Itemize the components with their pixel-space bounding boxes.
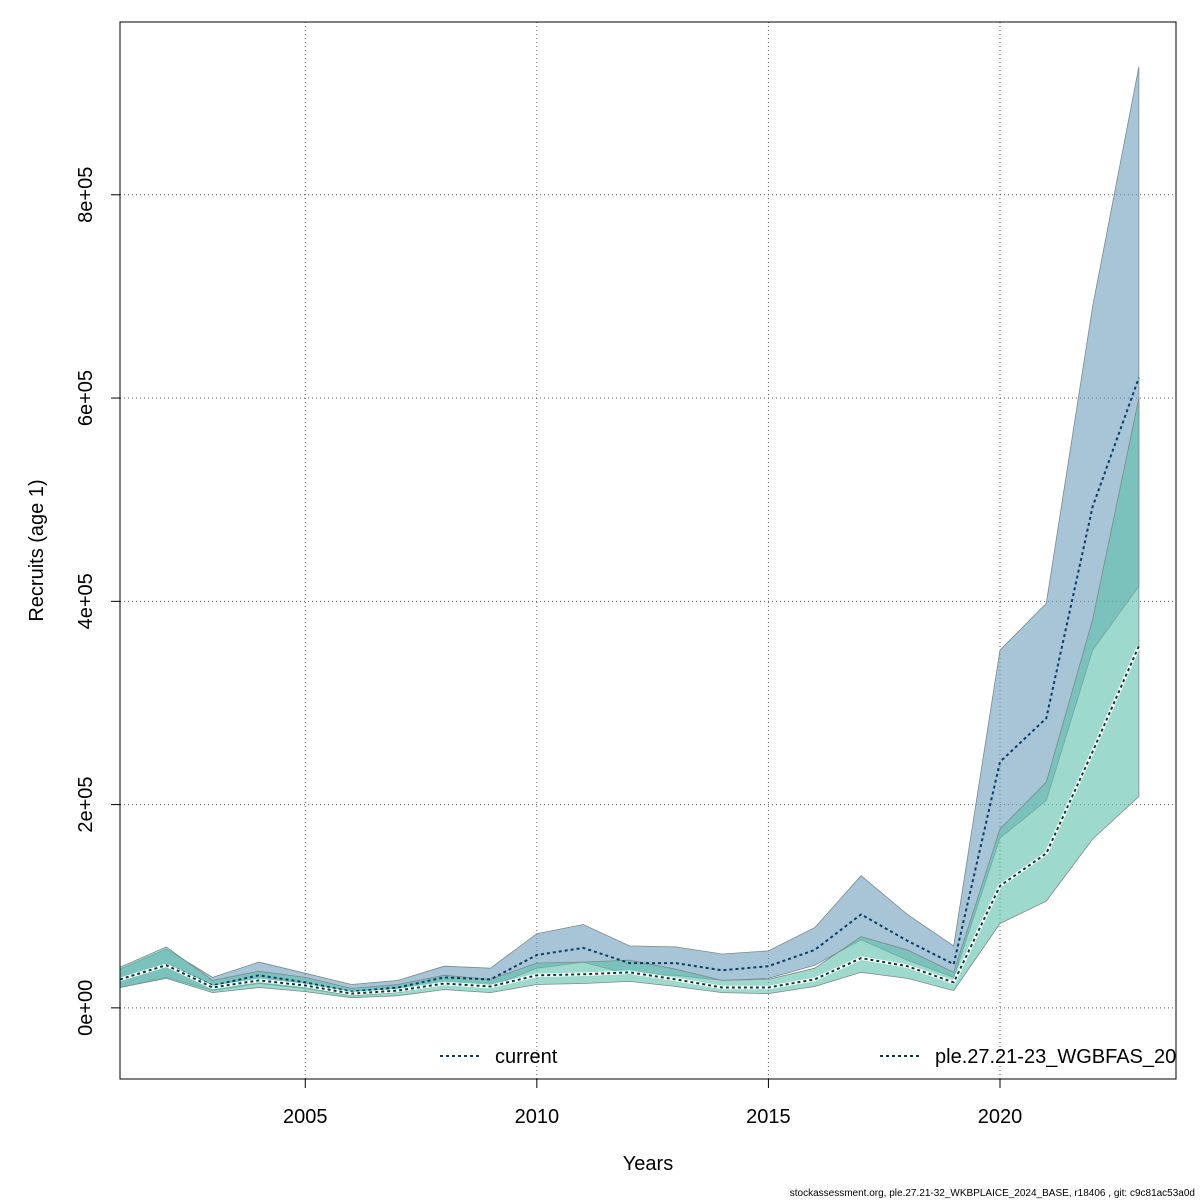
legend-label-ple-27-21-23: ple.27.21-23_WGBFAS_20 <box>935 1046 1176 1068</box>
series-line-0 <box>119 377 1140 993</box>
confidence-band-1 <box>119 397 1140 999</box>
legend: current ple.27.21-23_WGBFAS_20 <box>440 1046 1176 1068</box>
footer-credit: stockassessment.org, ple.27.21-32_WKBPLA… <box>790 1188 1195 1199</box>
confidence-bands <box>119 66 1140 999</box>
x-axis-title: Years <box>623 1153 673 1175</box>
x-tick-label-2020: 2020 <box>978 1106 1023 1128</box>
series-lines <box>119 377 1141 996</box>
x-axis: 2005 2010 2015 2020 <box>283 1079 1022 1128</box>
x-tick-label-2005: 2005 <box>283 1106 328 1128</box>
y-tick-label-4: 8e+05 <box>75 167 97 223</box>
grid-lines <box>120 22 1176 1079</box>
y-tick-label-2: 4e+05 <box>75 573 97 629</box>
series-line-1 <box>119 645 1140 995</box>
x-tick-label-2010: 2010 <box>515 1106 560 1128</box>
y-tick-label-0: 0e+00 <box>75 980 97 1036</box>
y-tick-label-1: 2e+05 <box>75 777 97 833</box>
legend-label-current: current <box>495 1046 558 1068</box>
confidence-band-0 <box>119 66 1140 997</box>
plot-frame <box>119 21 1177 1080</box>
y-axis-title: Recruits (age 1) <box>26 479 48 621</box>
x-tick-label-2015: 2015 <box>746 1106 791 1128</box>
y-axis: 0e+00 2e+05 4e+05 6e+05 8e+05 <box>75 167 120 1036</box>
y-tick-label-3: 6e+05 <box>75 370 97 426</box>
